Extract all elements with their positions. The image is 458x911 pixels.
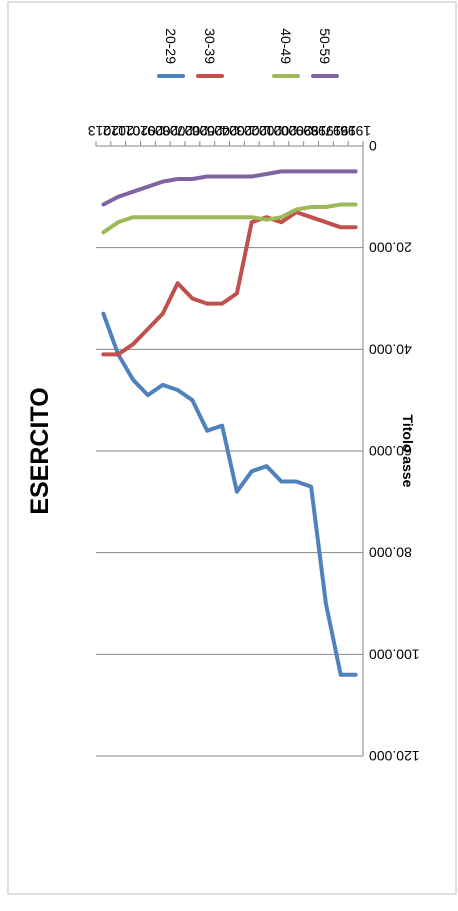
data-point-50-59-1999 bbox=[310, 170, 313, 173]
data-point-20-29-2007 bbox=[191, 399, 194, 402]
data-point-40-49-2000 bbox=[295, 208, 298, 211]
data-point-40-49-2002 bbox=[265, 218, 268, 221]
legend-label-50-59: 50-59 bbox=[317, 28, 333, 64]
legend-label-30-39: 30-39 bbox=[202, 28, 218, 64]
data-point-40-49-2011 bbox=[132, 216, 135, 219]
data-point-30-39-2003 bbox=[250, 221, 253, 224]
data-point-20-29-2008 bbox=[176, 389, 179, 392]
x-tick-label: 2013 bbox=[88, 123, 119, 139]
data-point-50-59-2010 bbox=[146, 185, 149, 188]
data-point-50-59-2004 bbox=[235, 175, 238, 178]
data-point-30-39-2008 bbox=[176, 282, 179, 285]
data-point-50-59-2009 bbox=[161, 180, 164, 183]
data-point-30-39-2004 bbox=[235, 292, 238, 295]
data-point-40-49-2004 bbox=[235, 216, 238, 219]
data-point-40-49-1998 bbox=[324, 206, 327, 209]
data-point-40-49-2007 bbox=[191, 216, 194, 219]
data-point-40-49-1997 bbox=[339, 203, 342, 206]
data-point-50-59-2012 bbox=[117, 195, 120, 198]
y-tick-label: 120.000 bbox=[369, 748, 420, 764]
y-axis-title: Titolo asse bbox=[400, 415, 416, 488]
data-point-50-59-2007 bbox=[191, 178, 194, 181]
legend-label-20-29: 20-29 bbox=[163, 28, 179, 64]
y-tick-label: 0 bbox=[369, 138, 377, 154]
data-point-20-29-2001 bbox=[280, 480, 283, 483]
data-point-30-39-2011 bbox=[132, 343, 135, 346]
data-point-20-29-2005 bbox=[221, 424, 224, 427]
data-point-50-59-2005 bbox=[221, 175, 224, 178]
data-point-50-59-2003 bbox=[250, 175, 253, 178]
data-point-30-39-1997 bbox=[339, 226, 342, 229]
data-point-30-39-1998 bbox=[324, 221, 327, 224]
data-point-30-39-1999 bbox=[310, 216, 313, 219]
data-point-40-49-2009 bbox=[161, 216, 164, 219]
data-point-50-59-2001 bbox=[280, 170, 283, 173]
data-point-40-49-2005 bbox=[221, 216, 224, 219]
data-point-20-29-2004 bbox=[235, 490, 238, 493]
data-point-30-39-2013 bbox=[102, 353, 105, 356]
data-point-20-29-2010 bbox=[146, 394, 149, 397]
data-point-20-29-2009 bbox=[161, 383, 164, 386]
data-point-50-59-2011 bbox=[132, 190, 135, 193]
data-point-30-39-2009 bbox=[161, 312, 164, 315]
data-point-20-29-2002 bbox=[265, 465, 268, 468]
legend-label-40-49: 40-49 bbox=[278, 28, 294, 64]
data-point-40-49-2010 bbox=[146, 216, 149, 219]
data-point-50-59-2008 bbox=[176, 178, 179, 181]
data-point-40-49-2003 bbox=[250, 216, 253, 219]
data-point-20-29-2013 bbox=[102, 312, 105, 315]
data-point-30-39-2012 bbox=[117, 353, 120, 356]
data-point-50-59-1998 bbox=[324, 170, 327, 173]
y-tick-label: 20.000 bbox=[369, 240, 412, 256]
data-point-40-49-2012 bbox=[117, 221, 120, 224]
data-point-20-29-2011 bbox=[132, 378, 135, 381]
y-tick-label: 40.000 bbox=[369, 341, 412, 357]
data-point-50-59-2002 bbox=[265, 172, 268, 175]
data-point-50-59-2000 bbox=[295, 170, 298, 173]
data-point-40-49-2001 bbox=[280, 216, 283, 219]
data-point-30-39-2010 bbox=[146, 328, 149, 331]
data-point-20-29-2006 bbox=[206, 429, 209, 432]
data-point-50-59-1997 bbox=[339, 170, 342, 173]
chart-title: ESERCITO bbox=[26, 387, 54, 514]
data-point-40-49-1996 bbox=[354, 203, 357, 206]
data-point-40-49-2013 bbox=[102, 231, 105, 234]
y-tick-label: 100.000 bbox=[369, 646, 420, 662]
data-point-50-59-2013 bbox=[102, 203, 105, 206]
data-point-50-59-2006 bbox=[206, 175, 209, 178]
data-point-40-49-2006 bbox=[206, 216, 209, 219]
data-point-40-49-1999 bbox=[310, 206, 313, 209]
data-point-20-29-2000 bbox=[295, 480, 298, 483]
data-point-50-59-1996 bbox=[354, 170, 357, 173]
data-point-20-29-1996 bbox=[354, 673, 357, 676]
y-tick-label: 80.000 bbox=[369, 545, 412, 561]
data-point-20-29-1999 bbox=[310, 485, 313, 488]
data-point-30-39-2005 bbox=[221, 302, 224, 305]
data-point-30-39-2001 bbox=[280, 221, 283, 224]
data-point-30-39-2007 bbox=[191, 297, 194, 300]
data-point-30-39-2006 bbox=[206, 302, 209, 305]
data-point-40-49-2008 bbox=[176, 216, 179, 219]
data-point-20-29-1997 bbox=[339, 673, 342, 676]
data-point-30-39-1996 bbox=[354, 226, 357, 229]
data-point-20-29-1998 bbox=[324, 602, 327, 605]
data-point-20-29-2003 bbox=[250, 470, 253, 473]
